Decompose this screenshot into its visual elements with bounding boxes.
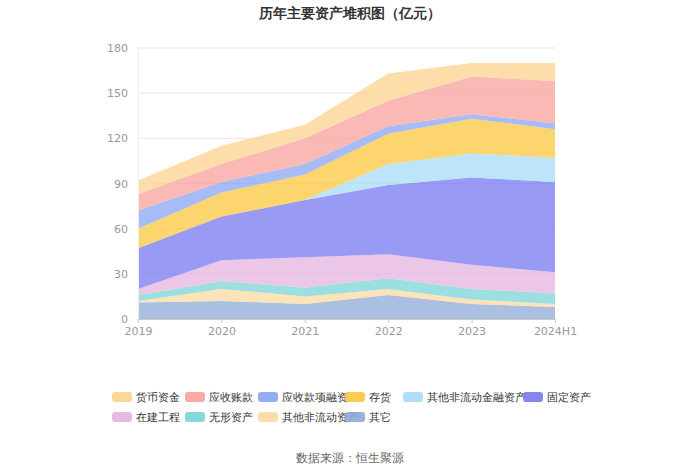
legend-swatch bbox=[185, 412, 205, 422]
x-tick-label: 2020 bbox=[208, 325, 236, 338]
x-tick-mark bbox=[472, 319, 473, 323]
x-tick: 2019 bbox=[125, 319, 153, 338]
legend-label: 应收账款 bbox=[209, 391, 253, 404]
legend-item: 其他非流动金融资产 bbox=[403, 391, 526, 404]
grid-line bbox=[138, 48, 555, 49]
x-tick-label: 2021 bbox=[291, 325, 319, 338]
title: 历年主要资产堆积图（亿元） bbox=[258, 5, 441, 21]
chart: 历年主要资产堆积图（亿元）030609012015018020192020202… bbox=[0, 0, 700, 473]
legend-swatch bbox=[258, 412, 278, 422]
y-tick-label: 90 bbox=[114, 178, 128, 191]
x-tick: 2020 bbox=[208, 319, 236, 338]
legend-item: 无形资产 bbox=[185, 411, 253, 424]
legend-swatch bbox=[112, 412, 132, 422]
grid bbox=[138, 48, 555, 319]
legend-label: 固定资产 bbox=[547, 391, 591, 404]
x-tick: 2021 bbox=[291, 319, 319, 338]
legend-swatch bbox=[258, 392, 278, 402]
y-tick: 60 bbox=[114, 223, 138, 236]
legend-swatch bbox=[112, 392, 132, 402]
legend-label: 其他非流动金融资产 bbox=[427, 391, 526, 404]
x-tick-mark bbox=[388, 319, 389, 323]
x-tick-mark bbox=[221, 319, 222, 323]
legend-label: 其它 bbox=[369, 411, 391, 424]
y-tick: 150 bbox=[107, 87, 138, 100]
x-tick-mark bbox=[138, 319, 139, 323]
x-tick-mark bbox=[305, 319, 306, 323]
y-tick-label: 30 bbox=[114, 268, 128, 281]
y-axis-line bbox=[138, 49, 139, 320]
x-axis: 2019 2020 2021 2022 2023 2024H1 bbox=[125, 319, 578, 338]
x-tick: 2022 bbox=[375, 319, 403, 338]
legend-item: 在建工程 bbox=[112, 411, 180, 424]
legend-item: 存货 bbox=[345, 391, 391, 404]
legend-swatch bbox=[403, 392, 423, 402]
legend-swatch bbox=[345, 392, 365, 402]
y-axis: 0306090120150180 bbox=[107, 42, 139, 326]
area bbox=[138, 63, 555, 194]
y-tick: 30 bbox=[114, 268, 138, 281]
legend-label: 货币资金 bbox=[136, 391, 180, 404]
legend-item: 应收款项融资 bbox=[258, 391, 348, 404]
legend-item: 固定资产 bbox=[523, 391, 591, 404]
legend-item: 其他非流动资产 bbox=[258, 411, 359, 424]
x-tick: 2023 bbox=[458, 319, 486, 338]
x-tick-mark bbox=[555, 319, 556, 323]
x-tick-label: 2024H1 bbox=[534, 325, 577, 338]
legend-swatch bbox=[345, 412, 365, 422]
legend-label: 在建工程 bbox=[136, 411, 180, 424]
x-tick-label: 2022 bbox=[375, 325, 403, 338]
legend-item: 货币资金 bbox=[112, 391, 180, 404]
legend-label: 无形资产 bbox=[209, 411, 253, 424]
x-tick-label: 2023 bbox=[458, 325, 486, 338]
legend-item: 应收账款 bbox=[185, 391, 253, 404]
y-tick: 90 bbox=[114, 178, 138, 191]
legend-label: 存货 bbox=[369, 391, 391, 404]
legend: 货币资金 应收账款 应收款项融资 存货 其他非流动金融资产 固定资产在建工程 无形资产其他非… bbox=[112, 391, 591, 424]
legend-swatch bbox=[185, 392, 205, 402]
y-tick-label: 150 bbox=[107, 87, 128, 100]
y-tick-label: 180 bbox=[107, 42, 128, 55]
x-tick: 2024H1 bbox=[534, 319, 577, 338]
legend-swatch bbox=[523, 392, 543, 402]
y-tick: 120 bbox=[107, 132, 138, 145]
y-tick-label: 120 bbox=[107, 132, 128, 145]
source: 数据来源：恒生聚源 bbox=[296, 451, 404, 465]
x-axis-line bbox=[139, 319, 556, 320]
area bbox=[138, 77, 555, 211]
legend-label: 应收款项融资 bbox=[282, 391, 348, 404]
areas bbox=[138, 63, 555, 319]
y-tick: 180 bbox=[107, 42, 138, 55]
x-tick-label: 2019 bbox=[125, 325, 153, 338]
y-tick-label: 60 bbox=[114, 223, 128, 236]
legend-item: 其它 bbox=[345, 411, 391, 424]
